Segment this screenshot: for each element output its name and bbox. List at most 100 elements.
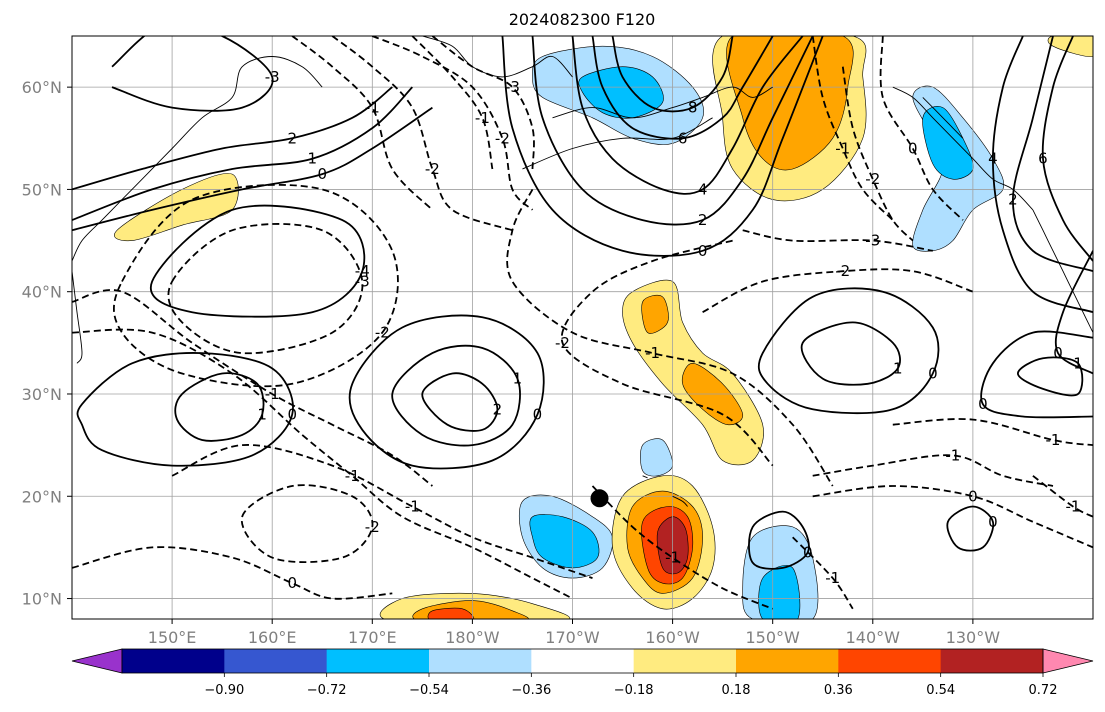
contour-positive [149, 204, 366, 318]
contour-negative [72, 289, 433, 487]
colorbar-swatch [224, 649, 328, 673]
shaded-region [726, 36, 854, 171]
contour-positive [1054, 250, 1093, 375]
colorbar-swatch [531, 649, 635, 673]
contour-negative [167, 223, 364, 355]
contour-negative [291, 36, 434, 211]
contour-positive [501, 36, 824, 257]
contour-label: 2 [1008, 191, 1018, 209]
contour-label: 2 [493, 400, 503, 418]
contour-negative [240, 484, 374, 564]
contour-positive [1041, 36, 1093, 262]
contour-positive [800, 321, 901, 386]
coastlines [72, 36, 1093, 507]
contour-label: -1 [345, 467, 360, 485]
colorbar-tick-label: 0.18 [722, 683, 751, 698]
colorbar-frame [121, 648, 1044, 674]
y-tick-label: 60°N [22, 78, 62, 97]
shaded-region [529, 514, 600, 569]
contour-label: -1 [645, 344, 660, 362]
y-axis-ticks: 10°N 20°N 30°N 40°N 50°N 60°N [22, 78, 72, 609]
x-tick-label: 160°W [645, 628, 700, 647]
colorbar-tick-label: 0.54 [926, 683, 955, 698]
y-tick-label: 10°N [22, 590, 62, 609]
shaded-region [758, 565, 801, 619]
marker-layer [590, 489, 609, 508]
contour-positive [980, 330, 1093, 419]
contour-label: 4 [698, 180, 708, 198]
x-tick-label: 180°W [445, 628, 500, 647]
shaded-region [1047, 36, 1093, 57]
chart-title: 2024082300 F120 [509, 10, 656, 29]
colorbar-swatch [326, 649, 430, 673]
coastline [642, 475, 648, 479]
contour-negative [1032, 475, 1093, 518]
y-tick-label: 50°N [22, 180, 62, 199]
contour-label: -2 [365, 518, 380, 536]
contour-label: 0 [978, 395, 988, 413]
contour-label: 0 [698, 242, 708, 260]
contour-positive [391, 344, 521, 447]
colorbar-tick-label: 0.72 [1029, 683, 1058, 698]
colorbar: −0.90 −0.72 −0.54 −0.36 −0.18 0.18 0.36 0.54 0.7… [71, 648, 1094, 698]
contour-negative [113, 183, 399, 388]
contour-label: 2 [287, 129, 297, 147]
contour-label: -2 [425, 160, 440, 178]
contour-negative [431, 36, 535, 170]
contour-label: 0 [928, 365, 938, 383]
contour-label: 6 [1038, 150, 1048, 168]
contour-label: -1 [475, 109, 490, 127]
contour-label: -1 [1045, 431, 1060, 449]
contour-label: 0 [803, 544, 813, 562]
contour-label: 0 [1053, 344, 1063, 362]
contour-label: -1 [835, 140, 850, 158]
contour-label: -3 [265, 68, 280, 86]
contour-label: 0 [968, 487, 978, 505]
colorbar-tick-label: −0.72 [307, 683, 347, 698]
colorbar-extend-low [71, 648, 123, 674]
x-tick-label: 160°E [248, 628, 297, 647]
coastline [672, 495, 688, 507]
contour-positive [72, 86, 413, 221]
coastline [892, 86, 1034, 211]
x-tick-label: 170°W [545, 628, 600, 647]
colorbar-tick-label: −0.54 [409, 683, 449, 698]
contour-label: -2 [375, 324, 390, 342]
contour-label: 0 [287, 405, 297, 423]
contour-label: -2 [555, 334, 570, 352]
contour-negative [72, 328, 573, 600]
contour-negative [72, 546, 393, 600]
colorbar-swatch [736, 649, 839, 673]
colorbar-swatch [429, 649, 532, 673]
x-axis-ticks: 150°E 160°E 170°E 180°W 170°W 160°W 150°W 140°W… [148, 619, 1000, 647]
contour-label: 0 [287, 574, 297, 592]
coastline [422, 36, 573, 78]
x-tick-label: 150°E [148, 628, 197, 647]
contour-negative [591, 485, 774, 610]
colorbar-tick-label: 0.36 [824, 683, 853, 698]
contour-negative [506, 188, 834, 487]
contour-label: 0 [908, 140, 918, 158]
contour-label: 2 [698, 211, 708, 229]
colorbar-swatch [633, 649, 737, 673]
contour-positive [757, 287, 940, 415]
colorbar-tick-label: −0.90 [204, 683, 244, 698]
colorbar-swatch [838, 649, 942, 673]
location-marker [590, 489, 609, 508]
contour-negative [879, 36, 964, 221]
contour-label: 1 [307, 150, 317, 168]
contour-negative [560, 239, 774, 467]
x-tick-label: 130°W [946, 628, 1001, 647]
contour-negative [811, 36, 894, 221]
contour-negative [371, 36, 534, 211]
contour-label: 1 [257, 405, 267, 423]
map-frame [71, 35, 1094, 620]
contour-positive [991, 36, 1093, 314]
contour-label: 6 [678, 129, 688, 147]
contour-label: 4 [988, 150, 998, 168]
contour-positive [591, 36, 774, 140]
x-tick-label: 140°W [846, 628, 901, 647]
coastline [72, 271, 83, 364]
